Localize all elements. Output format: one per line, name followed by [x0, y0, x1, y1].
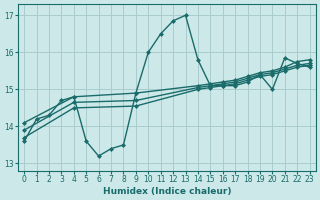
X-axis label: Humidex (Indice chaleur): Humidex (Indice chaleur)	[103, 187, 231, 196]
